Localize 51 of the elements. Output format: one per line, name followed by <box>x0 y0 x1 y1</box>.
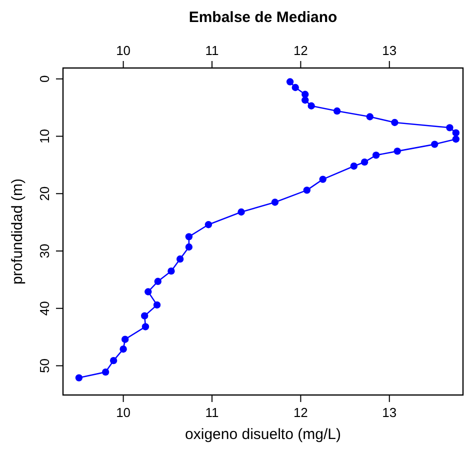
x-tick-label: 10 <box>116 43 131 58</box>
point <box>238 208 245 216</box>
x2-tick-label: 10 <box>116 405 131 420</box>
point <box>185 243 193 251</box>
point <box>360 158 368 166</box>
chart-title: Embalse de Mediano <box>188 9 338 26</box>
point <box>120 346 127 353</box>
point <box>142 323 150 330</box>
point <box>286 78 294 86</box>
point <box>168 267 175 275</box>
point <box>394 148 401 155</box>
x-axis-title: oxigeno disuelto (mg/L) <box>185 426 341 443</box>
y-tick-label: 30 <box>37 244 52 258</box>
x2-tick-label: 12 <box>293 405 308 420</box>
point <box>102 368 110 376</box>
y-tick-label: 10 <box>37 129 52 144</box>
point <box>271 198 279 206</box>
point <box>391 118 398 126</box>
y-tick-label: 40 <box>37 301 52 316</box>
x2-tick-label: 13 <box>382 405 397 420</box>
y-axis-title: profundidad (m) <box>9 178 26 284</box>
point <box>452 129 460 136</box>
point <box>372 152 380 159</box>
point <box>204 221 212 228</box>
point <box>144 288 152 296</box>
point <box>431 140 438 148</box>
point <box>302 96 309 104</box>
point <box>452 136 460 143</box>
point <box>350 162 358 170</box>
point <box>176 255 184 263</box>
point <box>185 233 193 240</box>
point <box>446 124 454 132</box>
point <box>110 356 118 364</box>
point <box>140 312 148 320</box>
y-tick-label: 20 <box>37 186 52 201</box>
x-tick-label: 11 <box>205 43 219 58</box>
point <box>154 278 162 286</box>
point <box>319 176 326 183</box>
point <box>366 113 374 120</box>
point <box>303 186 310 194</box>
y-tick-label: 0 <box>37 75 52 83</box>
x-tick-label: 12 <box>293 43 308 58</box>
x-tick-label: 13 <box>382 43 397 58</box>
point <box>153 301 161 309</box>
x2-tick-label: 11 <box>205 405 219 420</box>
point <box>333 107 341 115</box>
y-tick-label: 50 <box>37 358 52 373</box>
point <box>75 374 83 382</box>
point <box>292 84 299 92</box>
point <box>308 102 315 110</box>
point <box>121 336 129 343</box>
